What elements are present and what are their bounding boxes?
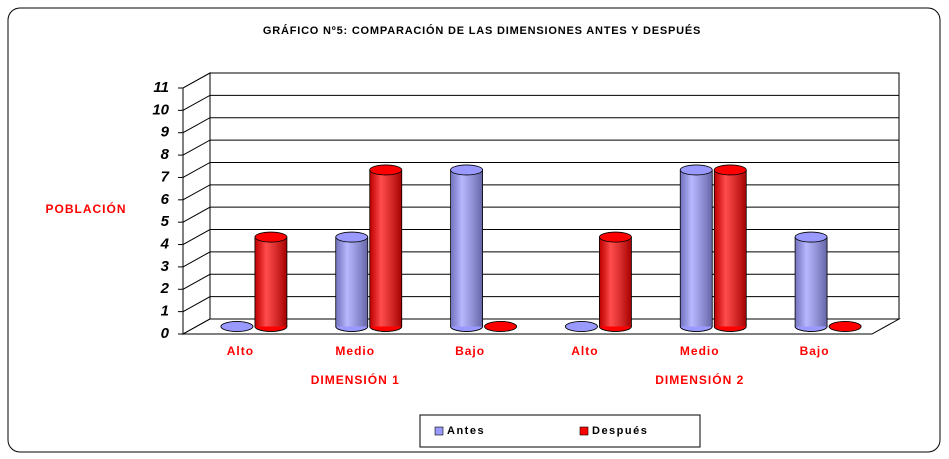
y-tick-label: 8 [161,146,170,163]
y-tick-label: 9 [161,124,170,141]
bar-top [828,321,862,332]
grid-line [182,139,899,156]
bar-shade [335,237,368,327]
bar [335,231,369,332]
bar-top [369,164,403,176]
floor [181,318,901,335]
grid-line [182,184,899,201]
side-wall [182,72,211,335]
bar-shade [254,237,287,327]
x-tick-label: Bajo [800,344,830,358]
y-tick-label: 3 [161,258,170,275]
chart-title: GRÁFICO Nº5: COMPARACIÓN DE LAS DIMENSIO… [263,24,701,37]
bar-top [450,164,483,176]
y-tick-label: 7 [161,168,170,185]
grid-line [182,318,899,335]
bar [484,321,517,332]
legend-label: Antes [447,425,485,437]
legend-swatch [579,426,589,436]
grid-line [182,296,899,313]
bar [369,164,403,332]
grid-line [182,206,899,223]
y-tick-label: 4 [160,236,170,253]
x-tick-label: Medio [680,344,720,358]
grid-line [182,117,899,134]
bar-outline [254,237,288,332]
y-tick-label: 0 [161,325,170,342]
bar-top [713,164,747,176]
y-tick-label: 5 [161,213,170,230]
bar [565,321,598,332]
bar-outline [369,169,403,332]
bar-outline [335,237,369,332]
y-tick-label: 2 [160,280,170,297]
group-label: DIMENSIÓN 1 [311,372,400,387]
bar-top [794,231,828,243]
bar-top [254,231,288,243]
legend-label: Después [592,425,648,437]
bar-outline [794,237,828,332]
legend-swatch [434,426,444,436]
y-tick-label: 1 [161,303,169,320]
bar [713,164,747,332]
bar-shade [369,169,402,327]
legend [419,414,701,448]
bar-outline [450,169,483,332]
bar-top [335,231,369,243]
grid-line [182,72,899,89]
group-label: DIMENSIÓN 2 [655,372,744,387]
bar-shade [714,169,747,327]
bar-top [484,321,517,332]
grid-line [182,251,899,268]
bar [828,321,862,332]
y-tick-label: 11 [153,79,169,96]
grid-line [182,161,899,178]
bar-outline [713,169,747,332]
bar-top [565,321,598,332]
bar [599,231,632,332]
x-tick-label: Medio [335,344,375,358]
x-tick-label: Bajo [455,344,485,358]
grid-line [182,229,899,245]
bar-shade [450,169,483,327]
y-axis-title: POBLACIÓN [46,201,127,216]
bar-shade [599,237,632,327]
bar [679,164,713,332]
y-tick-label: 10 [152,101,169,118]
bar-outline [679,169,713,332]
bar-top [679,164,713,176]
bar [220,321,254,332]
x-tick-label: Alto [227,344,254,358]
bar [450,164,483,332]
bar-shade [795,237,828,327]
y-tick-label: 6 [161,191,170,208]
x-tick-label: Alto [571,344,598,358]
bar-shade [680,169,713,327]
bar-outline [599,237,632,332]
bar [794,231,828,332]
bar [254,231,288,332]
grid-line [182,273,899,290]
grid-line [182,94,899,111]
bar-top [220,321,254,332]
bar-top [599,231,632,243]
